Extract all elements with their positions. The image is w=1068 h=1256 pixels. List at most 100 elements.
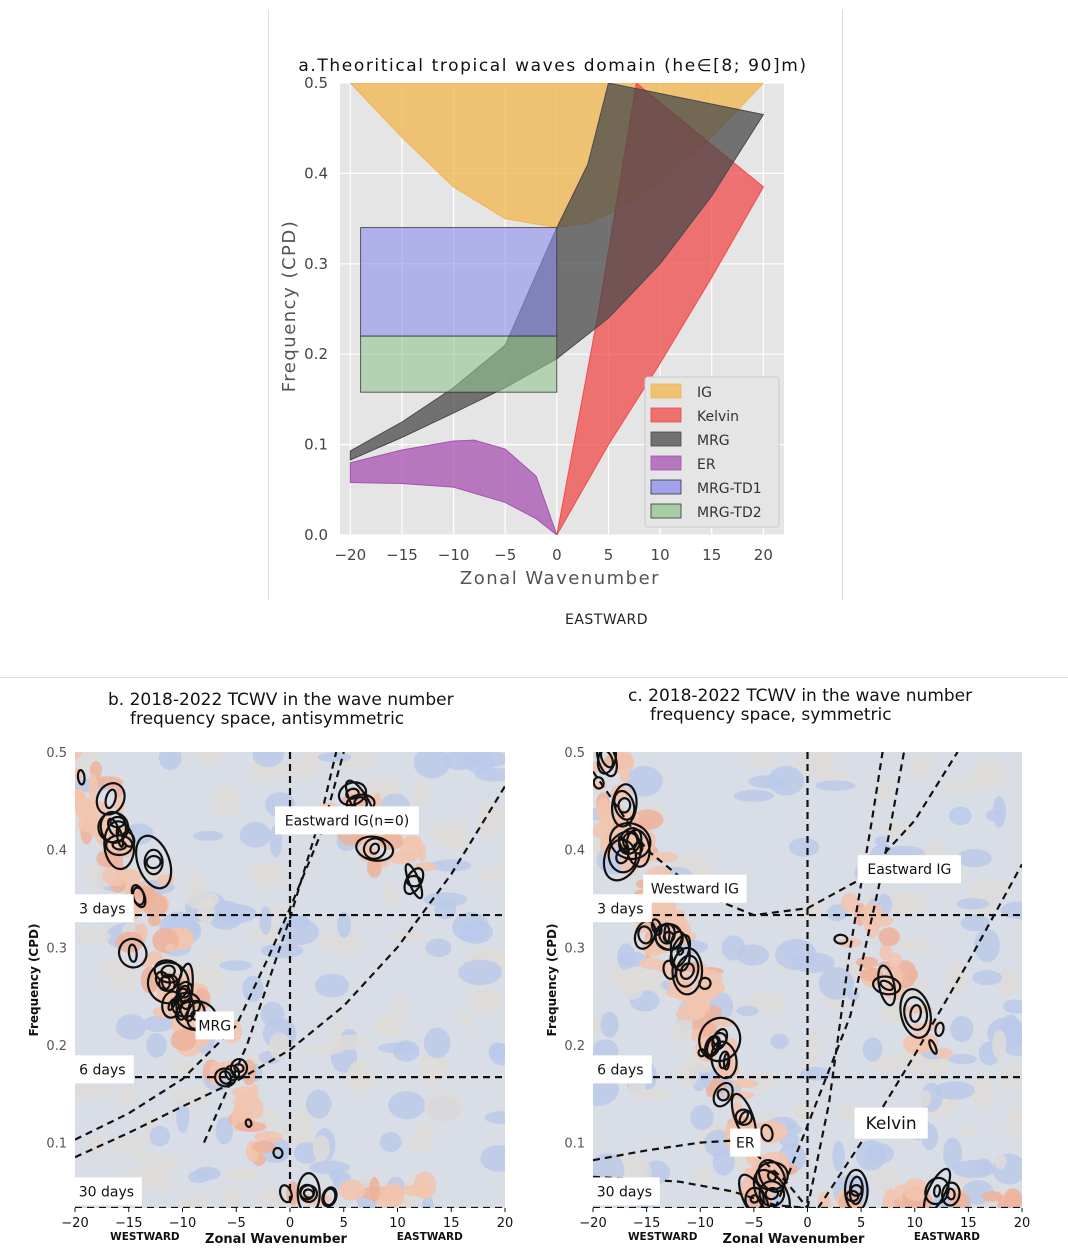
legend-swatch-mrg	[650, 431, 682, 447]
contour-loop	[322, 1187, 337, 1207]
contour-loop	[127, 943, 138, 963]
contour-loop	[99, 810, 127, 844]
spectrum-blob	[123, 823, 154, 845]
spectrum-hot-blob	[237, 1091, 247, 1112]
spectrum-blob	[202, 1062, 233, 1092]
spectrum-hot-blob	[888, 952, 902, 968]
spectrum-blob	[690, 1104, 714, 1131]
contour-loop	[928, 1038, 938, 1055]
spectrum-hot-blob	[982, 1191, 1004, 1202]
spectrum-blob	[248, 1063, 263, 1082]
x-tick-label: −5	[227, 1216, 246, 1231]
spectrum-hot-blob	[676, 990, 701, 1003]
y-tick-label: 0.4	[304, 164, 328, 182]
spectrum-hot-blob	[342, 793, 375, 805]
x-tick-label: −20	[61, 1216, 88, 1231]
spectrum-hot-blob	[835, 1190, 854, 1208]
spectrum-blob	[260, 1001, 285, 1027]
spectrum-blob	[943, 1137, 962, 1170]
spectrum-blob	[997, 1064, 1022, 1089]
spectrum-blob	[868, 843, 898, 874]
x-tick-label: 20	[754, 546, 773, 564]
contour-loop	[403, 867, 425, 896]
spectrum-hot-blob	[615, 810, 640, 822]
y-tick-label: 0.3	[564, 941, 585, 956]
spectrum-hot-blob	[904, 1038, 925, 1055]
spectrum-hot-blob	[126, 882, 151, 910]
spectrum-hot-blob	[286, 1181, 300, 1206]
spectrum-blob	[146, 971, 190, 1002]
spectrum-hot-blob	[75, 752, 82, 760]
spectrum-blob	[721, 935, 746, 961]
spectrum-blob	[212, 785, 241, 818]
spectrum-blob	[115, 1014, 147, 1040]
spectrum-blob	[429, 859, 472, 872]
spectrum-blob	[1000, 1014, 1022, 1049]
annotation-box	[275, 806, 419, 835]
spectrum-hot-blob	[893, 1184, 911, 1202]
contour-loop	[662, 959, 677, 980]
annotation-text: 30 days	[597, 1184, 652, 1200]
contour-loop	[321, 1186, 338, 1208]
spectrum-hot-blob	[145, 970, 160, 989]
spectrum-blob	[593, 1047, 627, 1075]
spectrum-blob	[753, 1194, 784, 1207]
contour-loop	[738, 1110, 750, 1124]
spectrum-blob	[847, 990, 860, 1001]
spectrum-hot-blob	[180, 1019, 195, 1031]
spectrum-blob	[333, 931, 360, 955]
spectrum-hot-blob	[689, 993, 698, 1012]
spectrum-hot-blob	[593, 780, 607, 791]
spectrum-hot-blob	[630, 828, 657, 854]
spectrum-hot-blob	[373, 1185, 404, 1202]
spectrum-blob	[452, 912, 490, 942]
spectrum-hot-blob	[248, 1097, 264, 1119]
contour-loop	[615, 847, 630, 865]
spectrum-blob	[195, 752, 223, 764]
spectrum-blob	[146, 1032, 167, 1058]
contour-loop	[130, 884, 147, 909]
spectrum-blob	[412, 779, 430, 807]
spectrum-hot-blob	[115, 931, 144, 953]
top-panel-left-border	[268, 10, 269, 600]
spectrum-background	[75, 752, 505, 1208]
spectrum-hot-blob	[610, 784, 628, 803]
contour-loop	[744, 1186, 765, 1208]
contour-loop	[845, 1189, 860, 1203]
spectrum-hot-blob	[675, 908, 686, 926]
spectrum-blob	[387, 1176, 405, 1196]
spectrum-blob	[639, 806, 666, 817]
spectrum-blob	[383, 881, 398, 906]
spectrum-hot-blob	[877, 961, 898, 970]
spectrum-hot-blob	[625, 896, 654, 925]
spectrum-hot-blob	[300, 1193, 329, 1206]
contour-loop	[679, 962, 695, 980]
spectrum-blob	[295, 1109, 328, 1121]
spectrum-blob	[126, 1165, 163, 1187]
spectrum-hot-blob	[599, 812, 612, 826]
spectrum-hot-blob	[924, 1019, 939, 1031]
spectrum-blob	[818, 967, 855, 1000]
contour-loop	[656, 876, 664, 898]
spectrum-hot-blob	[178, 1024, 209, 1034]
contour-loop	[716, 1087, 730, 1102]
contour-loop	[755, 1161, 789, 1191]
spectrum-blob	[109, 1135, 147, 1156]
contour-loop	[109, 815, 126, 829]
spectrum-hot-blob	[250, 1083, 259, 1102]
legend-swatch-kelvin	[650, 407, 682, 423]
spectrum-hot-blob	[75, 801, 95, 814]
spectrum-hot-blob	[89, 761, 102, 780]
spectrum-hot-blob	[693, 962, 709, 984]
x-tick-label: 15	[960, 1216, 977, 1231]
spectrum-hot-blob	[122, 881, 148, 890]
annotation-box	[589, 1177, 660, 1206]
spectrum-hot-blob	[657, 960, 687, 975]
spectrum-blob	[427, 1096, 461, 1121]
spectrum-hot-blob	[110, 879, 126, 893]
contour-loop	[355, 835, 395, 862]
spectrum-hot-blob	[665, 913, 688, 930]
spectrum-hot-blob	[840, 892, 859, 913]
spectrum-blob	[858, 859, 873, 884]
spectrum-hot-blob	[761, 1122, 788, 1142]
